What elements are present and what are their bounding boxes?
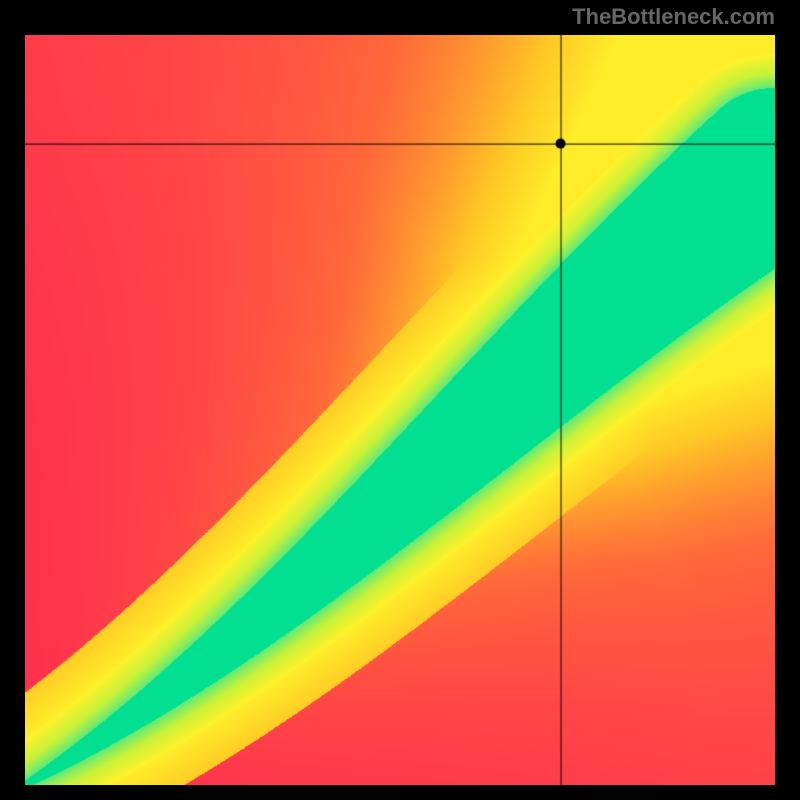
- watermark-text: TheBottleneck.com: [572, 4, 775, 30]
- chart-container: { "canvas": { "width": 800, "height": 80…: [0, 0, 800, 800]
- bottleneck-heatmap: [25, 35, 775, 785]
